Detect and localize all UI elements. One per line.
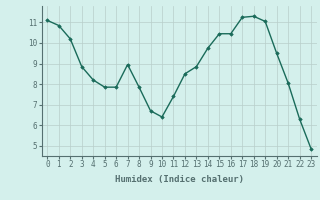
X-axis label: Humidex (Indice chaleur): Humidex (Indice chaleur) — [115, 175, 244, 184]
